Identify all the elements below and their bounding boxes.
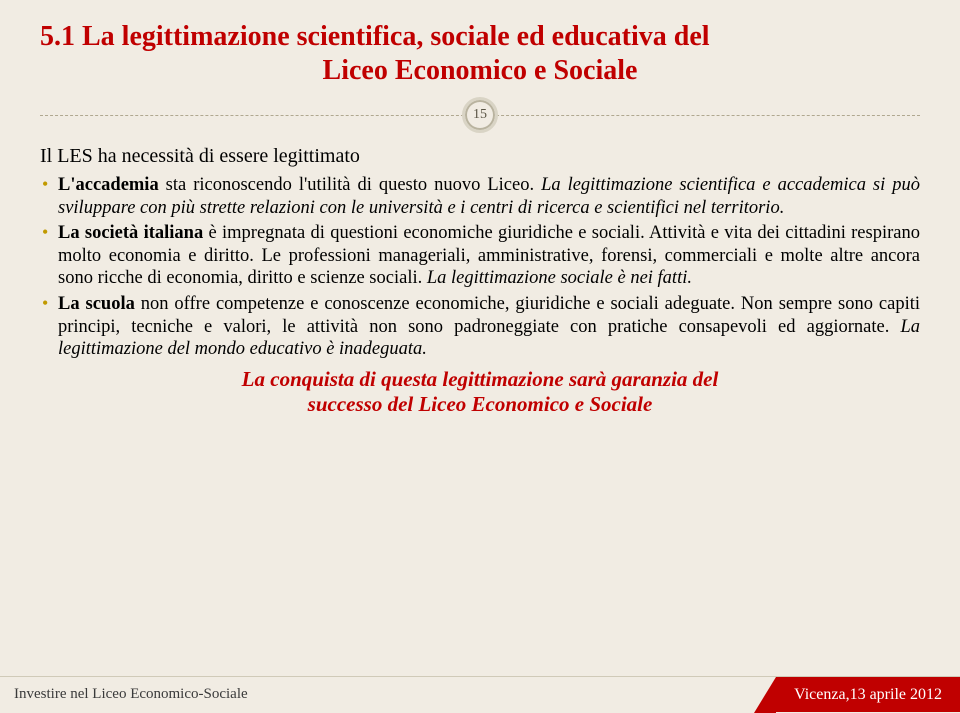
list-item: La società italiana è impregnata di ques… [58, 222, 920, 290]
intro-text: Il LES ha necessità di essere legittimat… [40, 145, 920, 168]
bullet-bold: L'accademia [58, 175, 159, 195]
footer-right: Vicenza,13 aprile 2012 [776, 677, 960, 712]
closing-line-1: La conquista di questa legittimazione sa… [242, 367, 719, 391]
bullet-list: L'accademia sta riconoscendo l'utilità d… [40, 174, 920, 361]
bullet-bold: La società italiana [58, 223, 203, 243]
footer-left: Investire nel Liceo Economico-Sociale [0, 677, 776, 712]
bullet-italic: La legittimazione sociale è nei fatti. [427, 268, 692, 288]
bullet-text: sta riconoscendo l'utilità di questo nuo… [159, 175, 541, 195]
slide-title: 5.1 La legittimazione scientifica, socia… [40, 20, 920, 87]
slide-container: 5.1 La legittimazione scientifica, socia… [0, 0, 960, 712]
bullet-text: non offre competenze e conoscenze econom… [58, 294, 920, 337]
list-item: La scuola non offre competenze e conosce… [58, 293, 920, 361]
page-number-divider: 15 [40, 97, 920, 133]
page-number-badge: 15 [462, 97, 498, 133]
title-line-1: 5.1 La legittimazione scientifica, socia… [40, 21, 710, 52]
closing-text: La conquista di questa legittimazione sa… [40, 367, 920, 417]
title-line-2: Liceo Economico e Sociale [40, 54, 920, 88]
footer: Investire nel Liceo Economico-Sociale Vi… [0, 676, 960, 712]
list-item: L'accademia sta riconoscendo l'utilità d… [58, 174, 920, 219]
closing-line-2: successo del Liceo Economico e Sociale [308, 392, 653, 416]
bullet-bold: La scuola [58, 294, 135, 314]
